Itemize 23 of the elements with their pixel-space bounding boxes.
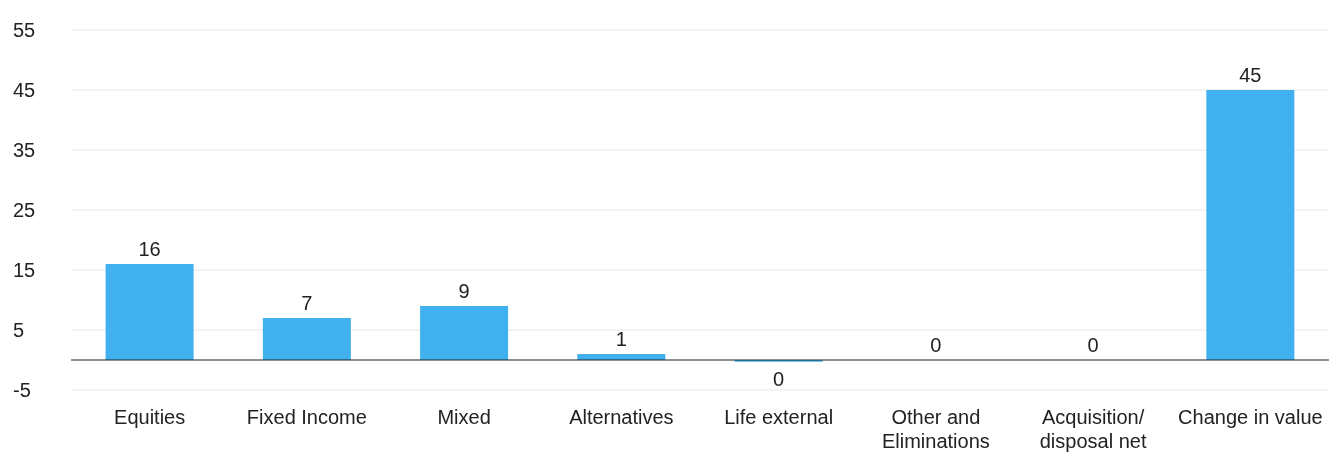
data-label: 16 (138, 238, 161, 260)
y-tick-label: 15 (13, 259, 36, 282)
y-tick-label: 5 (13, 319, 25, 342)
y-tick-label: 25 (13, 199, 36, 222)
x-tick-label: Other and Eliminations (881, 406, 990, 452)
x-tick-label: Alternatives (569, 406, 674, 428)
y-tick-label: -5 (13, 379, 31, 402)
y-tick-label: 55 (13, 19, 36, 42)
data-label: 1 (615, 328, 627, 350)
data-label: 9 (458, 280, 470, 302)
data-label: 45 (1239, 64, 1262, 86)
x-tick-label: Mixed (437, 406, 491, 428)
x-tick-label: Change in value (1178, 406, 1323, 428)
data-label: 7 (301, 292, 313, 314)
data-label: 0 (773, 367, 785, 390)
x-tick-label: Equities (114, 406, 186, 428)
data-label: 0 (1087, 334, 1099, 356)
x-tick-label: Acquisition/ disposal net (1039, 406, 1147, 452)
y-tick-label: 35 (13, 139, 36, 162)
data-label: 0 (930, 334, 942, 356)
x-tick-label: Fixed Income (246, 406, 367, 428)
x-tick-label: Life external (724, 406, 834, 428)
y-tick-label: 45 (13, 79, 36, 102)
